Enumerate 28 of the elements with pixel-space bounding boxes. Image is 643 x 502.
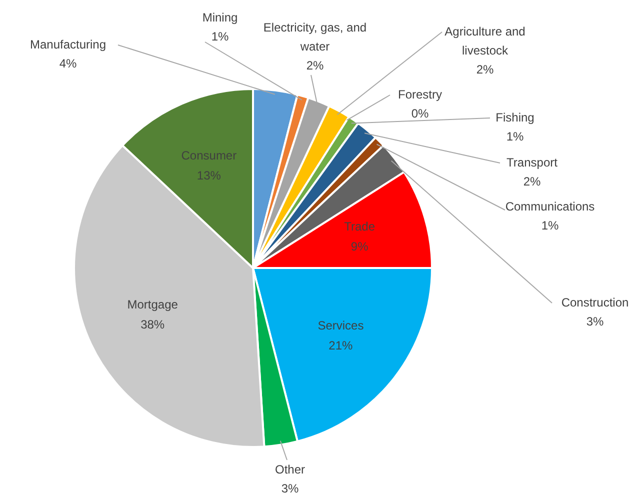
slice-label: Consumer <box>181 148 237 162</box>
slice-label: Trade <box>344 219 376 234</box>
data-label: 2% <box>523 174 541 188</box>
slice-label: Transport <box>506 155 558 170</box>
slice-label: Mining <box>202 10 238 24</box>
slice-label: Communications <box>505 199 595 214</box>
data-label: 21% <box>328 338 354 352</box>
category-label: Forestry <box>398 87 442 102</box>
text: 0% <box>411 106 429 120</box>
data-label: 13% <box>196 168 222 182</box>
data-label: 4% <box>59 56 77 70</box>
data-label: 3% <box>586 314 604 328</box>
data-label: 38% <box>140 318 165 332</box>
slice-label: Construction <box>561 295 629 310</box>
data-label: 2% <box>306 58 324 72</box>
slice-label: Agriculture and livestock <box>444 24 526 58</box>
data-label: 1% <box>541 218 559 232</box>
slice-label: Other <box>274 462 306 476</box>
data-label: 1% <box>506 129 524 144</box>
data-label: 9% <box>350 239 369 254</box>
slice-label: Electricity, gas, and water <box>263 20 367 54</box>
data-label: 1% <box>211 29 229 44</box>
slice-label: Fishing <box>496 110 534 124</box>
slice-label: Services <box>318 318 364 332</box>
data-label: 3% <box>281 481 299 496</box>
slice-label: Manufacturing <box>30 37 106 52</box>
data-label: 2% <box>476 62 494 76</box>
slice-label: Mortgage <box>127 298 178 312</box>
